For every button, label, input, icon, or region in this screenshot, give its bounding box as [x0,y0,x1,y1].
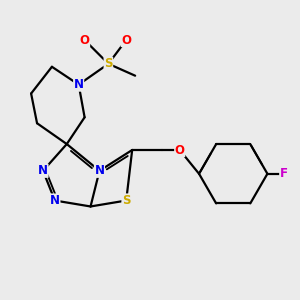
Text: O: O [121,34,131,46]
Text: S: S [104,57,112,70]
Text: N: N [38,164,48,177]
Text: O: O [80,34,90,46]
Text: N: N [50,194,60,207]
Text: S: S [122,194,130,207]
Text: N: N [94,164,104,177]
Text: N: N [74,78,84,91]
Text: O: O [175,143,185,157]
Text: F: F [280,167,288,180]
